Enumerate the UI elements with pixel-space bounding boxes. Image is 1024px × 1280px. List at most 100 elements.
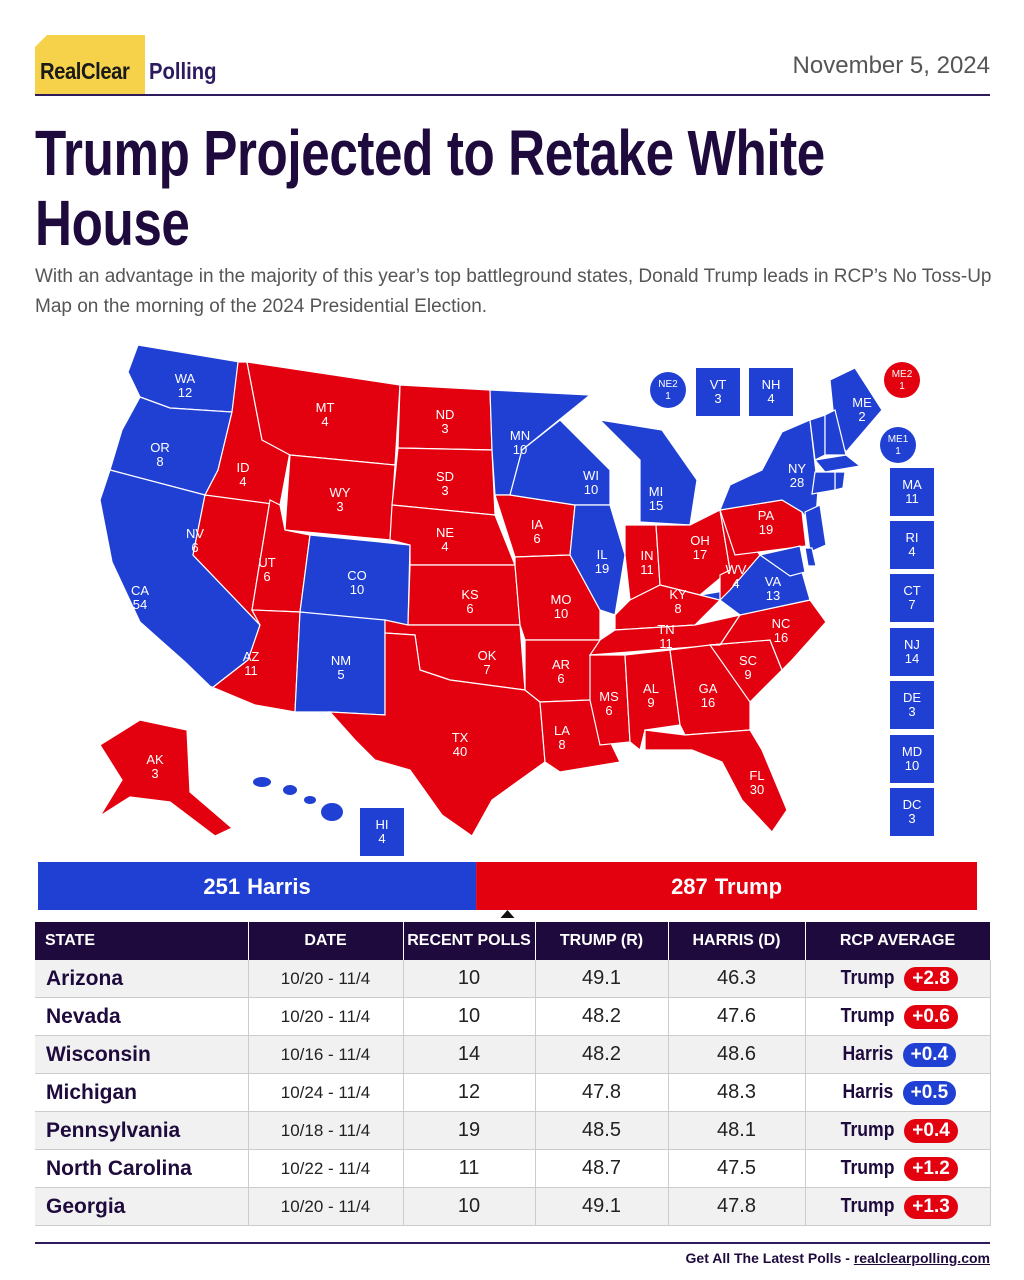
harris-cell: 47.6 [668,997,806,1036]
table-header: STATE DATE RECENT POLLS TRUMP (R) HARRIS (D)… [35,922,991,960]
state-votes: 7 [483,662,490,677]
state-votes: 10 [905,758,919,773]
leader: Trump [840,966,895,989]
date-cell: 10/18 - 11/4 [248,1111,404,1150]
state-label: HI [376,817,389,832]
state-label: TX [452,730,469,745]
table-row: Pennsylvania 10/18 - 11/4 19 48.5 48.1 Trump +… [35,1111,991,1150]
state-label: ME1 [888,434,909,445]
state-votes: 16 [701,695,715,710]
state-label: LA [554,723,570,738]
state-label: SC [739,653,757,668]
state-label: CA [131,583,149,598]
state-votes: 40 [453,744,467,759]
state-votes: 1 [899,381,905,392]
state-votes: 6 [466,601,473,616]
state-label: AL [643,681,659,696]
table-row: Nevada 10/20 - 11/4 10 48.2 47.6 Trump +0.6 [35,997,991,1036]
table-row: North Carolina 10/22 - 11/4 11 48.7 47.5 Trum… [35,1149,991,1188]
state-label: MN [510,428,530,443]
state-shape [811,471,836,495]
average-cell: Trump +1.3 [805,1187,991,1226]
footer-separator: - [845,1250,850,1266]
rule [35,1242,990,1244]
column-header: DATE [248,922,404,960]
harris-cell: 48.6 [668,1035,806,1074]
state-label: WA [175,371,196,386]
state-label: SD [436,469,454,484]
leader: Harris [842,1080,894,1103]
spread-badge: +0.6 [904,1004,958,1029]
state-shape [539,699,621,773]
table-row: Georgia 10/20 - 11/4 10 49.1 47.8 Trump +1.3 [35,1187,991,1226]
table-row: Michigan 10/24 - 11/4 12 47.8 48.3 Harris +0.5 [35,1073,991,1112]
tally-bar [476,862,977,910]
date-cell: 10/20 - 11/4 [248,1187,404,1226]
tally-name: Trump [715,874,782,899]
state-label: DE [903,690,921,705]
state-votes: 3 [336,499,343,514]
state-marker [890,468,934,516]
state-shape [99,719,234,837]
polls-cell: 12 [403,1073,536,1112]
harris-cell: 48.3 [668,1073,806,1112]
state-marker [890,521,934,569]
state-shape [644,729,788,833]
state-votes: 8 [558,737,565,752]
state-votes: 19 [595,561,609,576]
table-row: Arizona 10/20 - 11/4 10 49.1 46.3 Trump +2.8 [35,960,991,998]
state-votes: 6 [533,531,540,546]
trump-cell: 49.1 [535,1187,669,1226]
state-marker [360,808,404,856]
state-label: WY [330,485,351,500]
state-shape [813,454,862,473]
state-label: AK [146,752,164,767]
date-cell: 10/20 - 11/4 [248,960,404,998]
state-label: ND [436,407,455,422]
harris-cell: 48.1 [668,1111,806,1150]
state-votes: 6 [605,703,612,718]
state-cell: North Carolina [35,1149,249,1188]
state-shape [834,471,846,491]
state-cell: Wisconsin [35,1035,249,1074]
state-marker [696,368,740,416]
state-votes: 1 [665,391,671,402]
tally-bar [38,862,477,910]
state-votes: 11 [905,491,919,506]
state-votes: 4 [441,539,448,554]
state-votes: 11 [244,663,258,678]
state-label: GA [699,681,718,696]
state-votes: 28 [790,475,804,490]
footer-link[interactable]: realclearpolling.com [853,1250,990,1266]
trump-cell: 48.7 [535,1149,669,1188]
tally-votes: 287 [671,874,708,899]
state-label: KS [461,587,479,602]
state-cell: Georgia [35,1187,249,1226]
state-votes: 14 [905,651,919,666]
harris-cell: 47.5 [668,1149,806,1188]
state-label: ME2 [892,369,913,380]
trump-cell: 48.2 [535,997,669,1036]
state-votes: 6 [557,671,564,686]
state-votes: 4 [239,474,246,489]
state-marker [890,628,934,676]
state-label: FL [749,768,764,783]
state-label: IN [641,548,654,563]
poll-table: STATE DATE RECENT POLLS TRUMP (R) HARRIS (D)… [35,922,991,1226]
footer: Get All The Latest Polls - realclearpoll… [686,1250,990,1266]
state-shape [304,796,316,804]
state-votes: 11 [659,636,673,651]
state-label: TN [657,622,674,637]
state-label: KY [669,587,687,602]
state-shape [253,777,271,787]
date: November 5, 2024 [792,52,990,79]
column-header: STATE [35,922,249,960]
average-cell: Harris +0.5 [805,1073,991,1112]
state-votes: 5 [337,667,344,682]
state-label: UT [258,555,275,570]
state-cell: Pennsylvania [35,1111,249,1150]
state-marker [884,362,920,398]
state-votes: 8 [156,454,163,469]
state-votes: 16 [774,630,788,645]
